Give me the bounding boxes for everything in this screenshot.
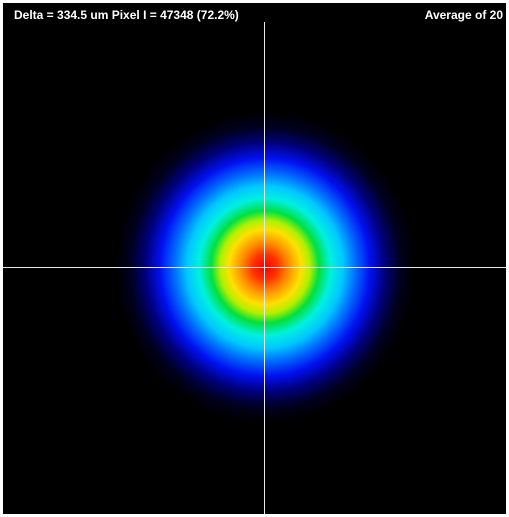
page: Beam Profile {"header": {"measurement": …: [0, 0, 509, 517]
body: Delta = 334.5 um Pixel I = 47348 (72.2%)…: [0, 0, 509, 517]
measurement-readout: Delta = 334.5 um Pixel I = 47348 (72.2%): [14, 8, 239, 22]
beam-profile-view: Delta = 334.5 um Pixel I = 47348 (72.2%)…: [0, 0, 509, 517]
averaging-readout: Average of 20: [425, 8, 504, 22]
